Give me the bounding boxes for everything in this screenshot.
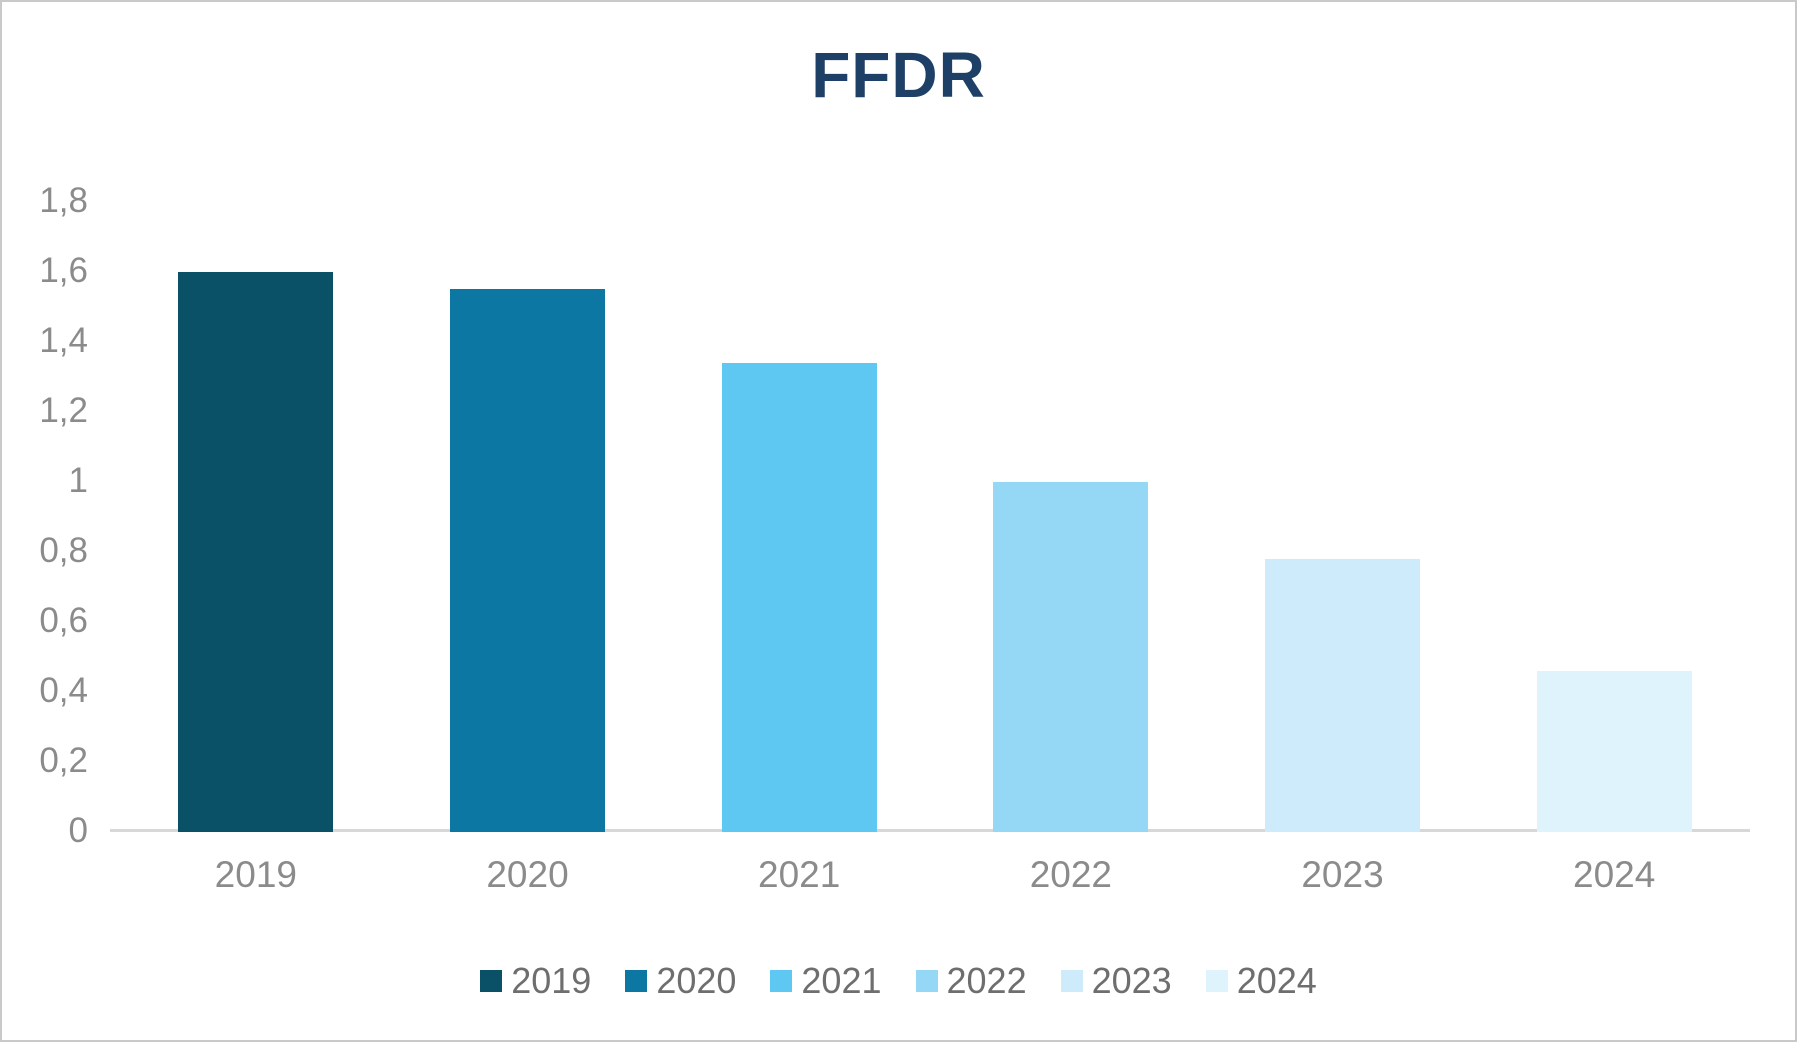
x-axis: 2019 2020 2021 2022 2023 2024	[120, 854, 1750, 896]
legend-label: 2024	[1236, 960, 1317, 1001]
legend-swatch-icon	[1060, 970, 1083, 992]
legend-label: 2021	[801, 960, 882, 1001]
y-tick-label: 0,4	[39, 671, 88, 710]
bar-2020	[450, 289, 605, 832]
legend-item-2021: 2021	[770, 960, 882, 1002]
legend-item-2023: 2023	[1060, 960, 1172, 1002]
y-tick-label: 0	[68, 811, 88, 850]
plot-area	[120, 202, 1750, 832]
legend-swatch-icon	[915, 970, 938, 992]
legend-item-2020: 2020	[625, 960, 736, 1002]
legend-swatch-icon	[770, 970, 793, 992]
bar-2023	[1265, 559, 1421, 832]
y-tick-label: 1	[68, 461, 88, 500]
y-tick-label: 0,6	[39, 601, 88, 640]
y-tick-label: 1,6	[39, 251, 88, 290]
bar-cell-2024	[1478, 202, 1750, 832]
x-label-2023: 2023	[1301, 854, 1384, 895]
x-label-2021: 2021	[758, 854, 841, 895]
x-axis-line	[110, 829, 1750, 832]
y-tick-label: 0,2	[39, 741, 88, 780]
bar-2024	[1536, 671, 1692, 832]
x-label-2020: 2020	[486, 854, 569, 895]
legend-label: 2022	[946, 960, 1027, 1001]
bar-cell-2023	[1207, 202, 1479, 832]
y-tick-label: 1,2	[39, 391, 88, 430]
chart-title: FFDR	[811, 39, 986, 111]
x-label-2022: 2022	[1029, 854, 1112, 895]
legend-label: 2023	[1091, 960, 1172, 1001]
legend-item-2019: 2019	[480, 960, 591, 1002]
bar-cell-2021	[663, 202, 935, 832]
y-tick-label: 1,8	[39, 181, 88, 220]
legend-item-2024: 2024	[1205, 960, 1317, 1002]
legend-item-2022: 2022	[915, 960, 1027, 1002]
x-label-2024: 2024	[1573, 854, 1656, 895]
legend-label: 2020	[656, 960, 737, 1001]
legend-swatch-icon	[625, 970, 648, 992]
bar-2021	[721, 363, 877, 832]
legend: 2019 2020 2021 2022 2023 2024	[2, 960, 1795, 1002]
bar-cell-2020	[392, 202, 664, 832]
y-tick-label: 1,4	[39, 321, 88, 360]
bar-2022	[993, 482, 1149, 832]
bar-cell-2022	[935, 202, 1207, 832]
legend-label: 2019	[511, 960, 592, 1001]
x-label-2019: 2019	[214, 854, 297, 895]
y-tick-label: 0,8	[39, 531, 88, 570]
legend-swatch-icon	[480, 970, 503, 992]
bar-2019	[178, 272, 334, 832]
legend-swatch-icon	[1205, 970, 1228, 992]
bar-cell-2019	[120, 202, 392, 832]
